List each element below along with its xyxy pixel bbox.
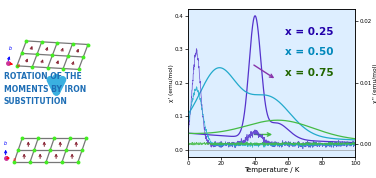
X-axis label: Temperature / K: Temperature / K bbox=[244, 167, 299, 173]
Y-axis label: χ' (emu/mol): χ' (emu/mol) bbox=[169, 64, 174, 102]
Text: ROTATION OF THE
MOMENTS BY IRON
SUBSTITUTION: ROTATION OF THE MOMENTS BY IRON SUBSTITU… bbox=[4, 72, 86, 106]
Text: x = 0.25: x = 0.25 bbox=[285, 27, 334, 37]
Text: a: a bbox=[17, 63, 20, 68]
Y-axis label: χ'' (emu/mol): χ'' (emu/mol) bbox=[373, 63, 376, 103]
Text: b: b bbox=[4, 141, 7, 146]
Text: x = 0.75: x = 0.75 bbox=[285, 68, 334, 78]
Text: a: a bbox=[13, 157, 16, 162]
Text: b: b bbox=[9, 46, 12, 51]
Text: x = 0.50: x = 0.50 bbox=[285, 47, 334, 57]
